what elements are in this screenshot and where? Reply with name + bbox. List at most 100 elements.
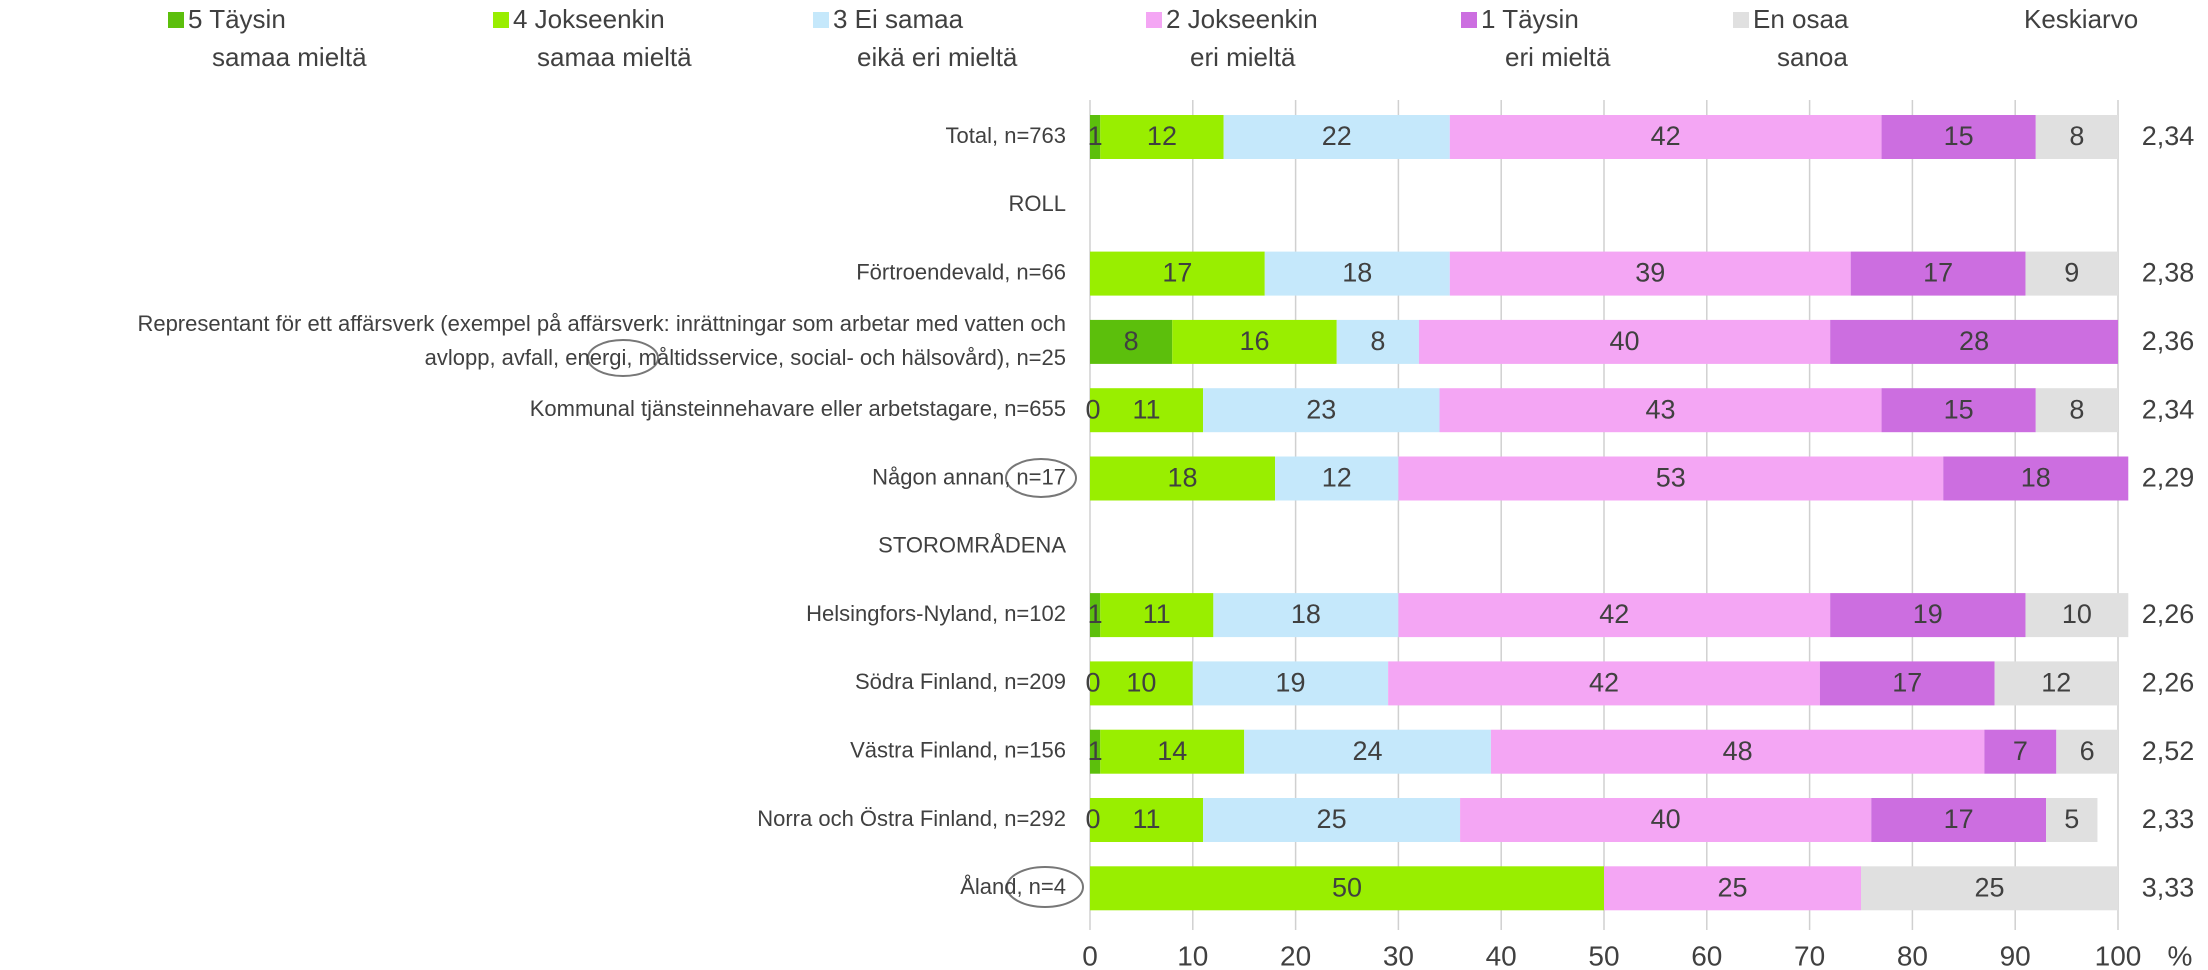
x-tick-label: 50 xyxy=(1588,940,1619,970)
data-label: 7 xyxy=(2013,736,2028,766)
bar-segment xyxy=(1100,593,1214,638)
data-label: 25 xyxy=(1317,804,1347,834)
data-label: 48 xyxy=(1723,736,1753,766)
data-label: 14 xyxy=(1157,736,1187,766)
x-tick-label: 30 xyxy=(1383,940,1414,970)
x-tick-label: 40 xyxy=(1486,940,1517,970)
bar-segment xyxy=(1090,456,1276,501)
bar-segment xyxy=(1850,251,2026,296)
data-label: 17 xyxy=(1923,258,1953,288)
x-tick-label: 70 xyxy=(1794,940,1825,970)
bars xyxy=(1090,115,2129,911)
grid xyxy=(1089,100,2119,930)
bar-segment xyxy=(1223,115,1450,159)
data-label: 42 xyxy=(1651,121,1681,151)
data-label: 24 xyxy=(1353,736,1383,766)
bar-segment xyxy=(1449,115,1882,159)
annotation-circle xyxy=(1006,866,1084,908)
bar-segment xyxy=(1490,729,1985,774)
bar-segment xyxy=(1244,729,1491,774)
data-label: 1 xyxy=(1088,599,1103,629)
bar-segment xyxy=(1881,115,2036,159)
mean-label: 2,34 xyxy=(2142,121,2195,151)
data-label: 17 xyxy=(1162,258,1192,288)
mean-label: 2,34 xyxy=(2142,394,2195,424)
data-label: 0 xyxy=(1085,804,1100,834)
annotation-circle xyxy=(1005,458,1077,498)
category-label: Norra och Östra Finland, n=292 xyxy=(757,806,1066,831)
legend-label: 1 Täysin eri mieltä xyxy=(1481,4,1611,72)
bar-segment xyxy=(1449,251,1851,296)
legend-swatch xyxy=(1146,12,1162,28)
bar-segment xyxy=(1213,593,1399,638)
bar-segment xyxy=(1881,388,2036,433)
x-tick-label: 0 xyxy=(1082,940,1098,970)
mean-label: 2,26 xyxy=(2142,668,2195,698)
bar-segment xyxy=(2025,593,2129,638)
data-label: 19 xyxy=(1913,599,1943,629)
mean-label: 2,26 xyxy=(2142,599,2195,629)
data-label: 1 xyxy=(1088,121,1103,151)
data-label: 18 xyxy=(1167,463,1197,493)
data-label: 11 xyxy=(1133,394,1161,424)
bar-segment xyxy=(1830,593,2026,638)
category-label: Åland, n=4 xyxy=(960,874,1066,899)
bar-segment xyxy=(1090,115,1101,159)
bar-segment xyxy=(1090,319,1173,364)
bar-segment xyxy=(1460,798,1872,842)
bar-segment xyxy=(1203,798,1461,842)
data-label: 28 xyxy=(1959,326,1989,356)
data-label: 0 xyxy=(1085,394,1100,424)
data-label: 23 xyxy=(1306,394,1336,424)
data-label: 12 xyxy=(1147,121,1177,151)
legend-swatch xyxy=(1461,12,1477,28)
bar-segment xyxy=(1439,388,1882,433)
data-label: 40 xyxy=(1610,326,1640,356)
bar-segment xyxy=(1819,661,1995,706)
x-tick-label: 90 xyxy=(2000,940,2031,970)
data-label: 6 xyxy=(2080,736,2095,766)
data-label: 19 xyxy=(1275,668,1305,698)
bar-segment xyxy=(1090,388,1204,433)
data-label: 8 xyxy=(2069,121,2084,151)
data-label: 22 xyxy=(1322,121,1352,151)
bar-segment xyxy=(1090,593,1101,638)
data-label: 18 xyxy=(1342,258,1372,288)
legend-label: 5 Täysin samaa mieltä xyxy=(188,4,367,72)
bar-segment xyxy=(2056,729,2118,774)
bar-segment xyxy=(1203,388,1440,433)
data-label: 17 xyxy=(1892,668,1922,698)
mean-label: 3,33 xyxy=(2142,872,2195,902)
mean-label: 2,38 xyxy=(2142,258,2195,288)
mean-label: 2,33 xyxy=(2142,804,2195,834)
category-label: Förtroendevald, n=66 xyxy=(856,259,1066,284)
category-label: Total, n=763 xyxy=(946,123,1066,148)
bar-segment xyxy=(1090,798,1204,842)
category-label: Helsingfors-Nyland, n=102 xyxy=(806,601,1066,626)
bar-segment xyxy=(1275,456,1399,501)
bar-segment xyxy=(1090,661,1193,706)
legend-swatch xyxy=(1733,12,1749,28)
mean-label: 2,52 xyxy=(2142,736,2195,766)
bar-segment xyxy=(1871,798,2047,842)
data-label: 12 xyxy=(1322,463,1352,493)
x-tick-label: 20 xyxy=(1280,940,1311,970)
data-label: 50 xyxy=(1332,872,1362,902)
bar-segment xyxy=(1090,729,1101,774)
bar-segment xyxy=(1994,661,2118,706)
legend-swatch xyxy=(493,12,509,28)
data-label: 11 xyxy=(1133,804,1161,834)
data-label: 42 xyxy=(1599,599,1629,629)
bar-segment xyxy=(1984,729,2057,774)
mean-label: 2,36 xyxy=(2142,326,2195,356)
data-label: 18 xyxy=(2021,463,2051,493)
category-label: Någon annan, n=17 xyxy=(872,464,1066,489)
x-tick-label: 60 xyxy=(1691,940,1722,970)
category-label: Södra Finland, n=209 xyxy=(855,669,1066,694)
data-label: 8 xyxy=(1370,326,1385,356)
x-tick-label: 10 xyxy=(1177,940,1208,970)
data-label: 1 xyxy=(1088,736,1103,766)
mean-label: 2,29 xyxy=(2142,463,2195,493)
data-label: 40 xyxy=(1651,804,1681,834)
